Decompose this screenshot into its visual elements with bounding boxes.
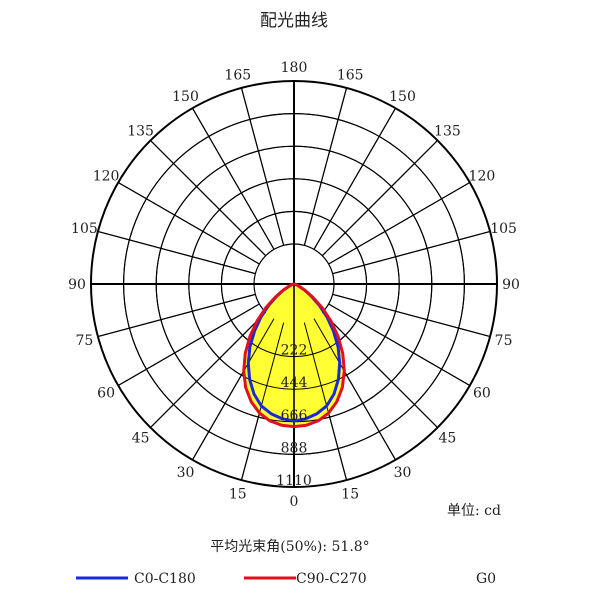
- grid-spoke-overlay-330: [192, 318, 275, 461]
- grid-spoke-overlay-45: [321, 311, 438, 428]
- angle-label-right: 30: [394, 465, 412, 481]
- radial-label: 666: [281, 408, 308, 424]
- angle-label-left: 165: [224, 67, 251, 83]
- grid-spoke-overlay-345: [240, 322, 285, 481]
- angle-label-left: 90: [68, 277, 86, 293]
- angle-label-left: 135: [127, 124, 154, 140]
- angle-label-right: 45: [438, 430, 456, 446]
- angle-label-right: 135: [434, 124, 461, 140]
- grid-spoke-overlay-165: [303, 87, 348, 246]
- grid-spoke-overlay-60: [328, 303, 471, 386]
- angle-label-right: 105: [490, 221, 517, 237]
- angle-label-left: 45: [132, 430, 150, 446]
- series-line-1: [242, 282, 346, 429]
- grid-spoke-overlay-135: [321, 140, 438, 257]
- beam-angle-label: 平均光束角(50%): 51.8°: [210, 539, 369, 555]
- angle-label-left: 15: [229, 487, 247, 503]
- angle-label-left: 60: [97, 386, 115, 402]
- unit-label: 单位: cd: [447, 503, 501, 519]
- radial-label: 888: [281, 440, 308, 456]
- angle-label-right: 0: [290, 494, 299, 510]
- angle-label-left: 30: [177, 465, 195, 481]
- angle-label-right: 15: [341, 487, 359, 503]
- grid-spoke-overlay-240: [117, 182, 260, 265]
- curves: [90, 80, 498, 488]
- radial-label: 1110: [276, 473, 312, 489]
- legend-label-0: C0-C180: [134, 571, 196, 587]
- angle-label-left: 105: [71, 221, 98, 237]
- radial-label: 444: [281, 375, 308, 391]
- angle-label-right: 165: [337, 67, 364, 83]
- angle-label-right: 120: [469, 169, 496, 185]
- angle-label-left: 120: [93, 169, 120, 185]
- grid-spoke-overlay-315: [150, 311, 267, 428]
- grid-spoke-overlay-105: [332, 230, 491, 275]
- radial-label: 222: [281, 343, 308, 359]
- angle-label-right: 75: [495, 333, 513, 349]
- grid-spoke-overlay-75: [332, 293, 491, 338]
- grid-spoke-overlay-150: [313, 107, 396, 250]
- grid-spoke-overlay-15: [303, 322, 348, 481]
- grid-spoke-overlay-300: [117, 303, 260, 386]
- grid-spoke-overlay-30: [313, 318, 396, 461]
- angle-label-right: 60: [473, 386, 491, 402]
- angle-label-left: 75: [75, 333, 93, 349]
- grid-spoke-overlay-255: [97, 230, 256, 275]
- legend: C0-C180 C90-C270 G0: [76, 571, 496, 587]
- angle-label-right: 180: [281, 60, 308, 76]
- grid-spoke-overlay-285: [97, 293, 256, 338]
- angle-label-right: 90: [502, 277, 520, 293]
- chart-title: 配光曲线: [260, 11, 328, 31]
- grid-spoke-overlay-225: [150, 140, 267, 257]
- legend-label-2: G0: [476, 571, 496, 587]
- angle-label-right: 150: [389, 89, 416, 105]
- grid-spoke-overlay-210: [192, 107, 275, 250]
- legend-label-1: C90-C270: [296, 571, 367, 587]
- grid-spoke-overlay-120: [328, 182, 471, 265]
- radial-labels: 222 444 666 888 1110: [276, 343, 312, 489]
- grid-spoke-overlay-195: [240, 87, 285, 246]
- angle-label-left: 150: [172, 89, 199, 105]
- angle-labels: 0 15 30 45 60 75 90 105 120 135 150 165 180 15 30 45 60 7…: [68, 60, 520, 510]
